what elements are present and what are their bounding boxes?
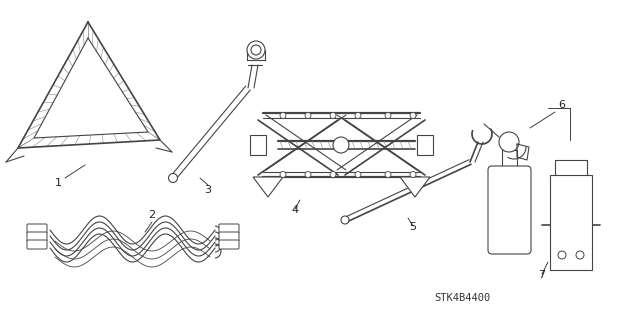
Circle shape: [410, 172, 416, 177]
Text: 5: 5: [410, 222, 417, 232]
Polygon shape: [34, 38, 148, 138]
FancyBboxPatch shape: [27, 224, 47, 233]
Circle shape: [385, 113, 391, 118]
Circle shape: [280, 113, 286, 118]
Circle shape: [330, 113, 336, 118]
Circle shape: [355, 172, 361, 177]
Circle shape: [330, 172, 336, 177]
Text: 3: 3: [205, 185, 211, 195]
Circle shape: [499, 132, 519, 152]
Circle shape: [280, 172, 286, 177]
Circle shape: [305, 172, 311, 177]
FancyBboxPatch shape: [417, 135, 433, 155]
Circle shape: [251, 45, 261, 55]
Text: 7: 7: [538, 270, 545, 280]
Circle shape: [558, 251, 566, 259]
FancyBboxPatch shape: [27, 240, 47, 249]
Circle shape: [333, 137, 349, 153]
FancyBboxPatch shape: [219, 224, 239, 233]
Text: 6: 6: [559, 100, 566, 110]
FancyBboxPatch shape: [250, 135, 266, 155]
Circle shape: [576, 251, 584, 259]
FancyBboxPatch shape: [488, 166, 531, 254]
Polygon shape: [253, 177, 283, 197]
Circle shape: [305, 113, 311, 118]
Circle shape: [385, 172, 391, 177]
Circle shape: [168, 174, 177, 182]
Text: 4: 4: [291, 205, 299, 215]
Circle shape: [341, 216, 349, 224]
Circle shape: [247, 41, 265, 59]
Circle shape: [355, 113, 361, 118]
Circle shape: [410, 113, 416, 118]
FancyBboxPatch shape: [219, 232, 239, 241]
Text: 2: 2: [148, 210, 156, 220]
FancyBboxPatch shape: [550, 175, 592, 270]
Text: STK4B4400: STK4B4400: [434, 293, 490, 303]
FancyBboxPatch shape: [27, 232, 47, 241]
Polygon shape: [400, 177, 430, 197]
FancyBboxPatch shape: [219, 240, 239, 249]
Text: 1: 1: [54, 178, 61, 188]
